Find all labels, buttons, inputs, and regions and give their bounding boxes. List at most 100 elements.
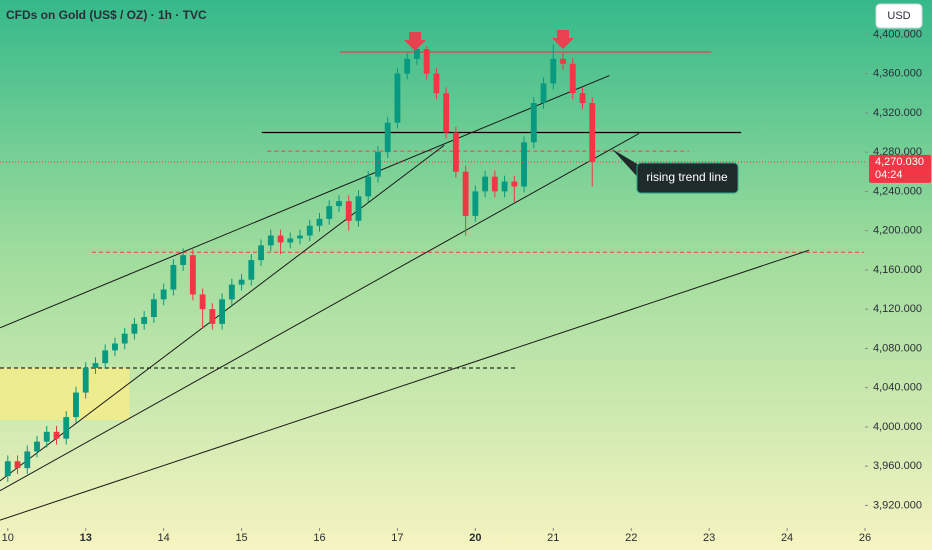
x-tick-label: 20 xyxy=(469,532,481,544)
candle-body xyxy=(560,58,566,64)
candle-body xyxy=(180,255,187,265)
candle-body xyxy=(92,363,99,369)
zone xyxy=(0,368,130,421)
plot: 3,920.000 3,960.000 4,000.000 4,040.000 4,08… xyxy=(0,28,931,544)
candle-body xyxy=(540,83,547,104)
x-tick-label: 15 xyxy=(235,532,247,544)
candle-body xyxy=(248,260,255,280)
candle-body xyxy=(345,201,352,221)
candle-body xyxy=(14,461,21,469)
y-tick-label: 4,160.000 xyxy=(873,264,922,276)
candle-body xyxy=(102,350,109,364)
y-tick-label: 4,320.000 xyxy=(873,107,922,119)
y-tick-label: 3,960.000 xyxy=(873,460,922,472)
candle-body xyxy=(258,245,264,261)
candle-body xyxy=(238,279,245,285)
arrow-down xyxy=(552,30,574,49)
candle-body xyxy=(530,103,537,143)
candle-body xyxy=(267,235,274,246)
candle-body xyxy=(306,225,313,236)
y-tick-label: 4,080.000 xyxy=(873,342,922,354)
candle-body xyxy=(550,58,557,84)
candle-body xyxy=(394,73,401,123)
candle-body xyxy=(384,122,391,153)
y-tick-label: 3,920.000 xyxy=(873,499,922,511)
candle-body xyxy=(141,316,148,324)
candle-body xyxy=(170,264,177,290)
candle-body xyxy=(287,238,294,243)
y-tick-label: 4,360.000 xyxy=(873,68,922,80)
x-tick-label: 13 xyxy=(80,532,92,544)
candle-body xyxy=(413,49,420,59)
candle-body xyxy=(365,176,372,197)
candle-body xyxy=(336,201,342,207)
x-tick-label: 16 xyxy=(313,532,325,544)
candle-body xyxy=(326,206,333,219)
candle-body xyxy=(511,181,518,187)
countdown: 04:24 xyxy=(875,169,903,181)
currency-label[interactable]: USD xyxy=(887,10,910,22)
candle-body xyxy=(82,368,89,393)
candle-body xyxy=(297,235,303,239)
candle-body xyxy=(43,431,50,442)
trend-line xyxy=(0,133,640,492)
trend-line xyxy=(0,75,610,329)
x-tick-label: 24 xyxy=(781,532,793,544)
candle-body xyxy=(462,171,469,216)
candle-body xyxy=(443,93,450,133)
candle-body xyxy=(277,235,284,243)
candle-body xyxy=(375,152,381,177)
candle-body xyxy=(121,333,128,344)
x-tick-label: 22 xyxy=(625,532,637,544)
x-tick-label: 26 xyxy=(859,532,871,544)
x-tick-label: 21 xyxy=(547,532,559,544)
candle-body xyxy=(199,294,206,310)
arrow-down xyxy=(404,32,426,51)
candle-body xyxy=(34,441,40,452)
chart-title: CFDs on Gold (US$ / OZ) · 1h · TVC xyxy=(6,8,207,22)
trend-line xyxy=(0,249,810,521)
currency-button[interactable] xyxy=(875,3,923,29)
candle-body xyxy=(219,299,226,324)
candle-body xyxy=(112,343,118,351)
candle-body xyxy=(150,299,157,317)
candle-body xyxy=(423,49,430,74)
y-tick-label: 4,120.000 xyxy=(873,303,922,315)
y-tick-label: 4,000.000 xyxy=(873,421,922,433)
candle-body xyxy=(24,451,31,469)
x-tick-label: 10 xyxy=(2,532,14,544)
y-tick-label: 4,040.000 xyxy=(873,382,922,394)
x-tick-label: 14 xyxy=(158,532,170,544)
callout-pointer xyxy=(612,149,644,184)
candle-body xyxy=(131,323,138,334)
candle-body xyxy=(209,309,216,324)
candle-body xyxy=(491,176,498,192)
candle-body xyxy=(521,142,527,187)
callout-text: rising trend line xyxy=(646,170,728,184)
candle-body xyxy=(355,196,362,221)
candle-body xyxy=(160,289,167,300)
candle-body xyxy=(228,284,235,300)
candle-body xyxy=(63,417,70,439)
candle-body xyxy=(316,218,323,226)
candle-body xyxy=(569,63,576,94)
candle-body xyxy=(452,132,459,172)
last-price-label: 4,270.030 xyxy=(875,156,924,168)
candle-body xyxy=(501,181,508,192)
candle-body xyxy=(189,255,196,295)
y-tick-label: 4,400.000 xyxy=(873,28,922,40)
candle-body xyxy=(404,58,411,74)
last-price-badge xyxy=(869,154,931,183)
candle-body xyxy=(482,176,489,192)
y-tick-label: 4,240.000 xyxy=(873,185,922,197)
callout-box xyxy=(636,162,739,194)
x-tick-label: 23 xyxy=(703,532,715,544)
candle-body xyxy=(579,93,586,104)
candle-body xyxy=(589,103,596,162)
x-tick-label: 17 xyxy=(391,532,403,544)
y-tick-label: 4,200.000 xyxy=(873,225,922,237)
candle-body xyxy=(433,73,440,94)
candle-body xyxy=(53,431,60,439)
